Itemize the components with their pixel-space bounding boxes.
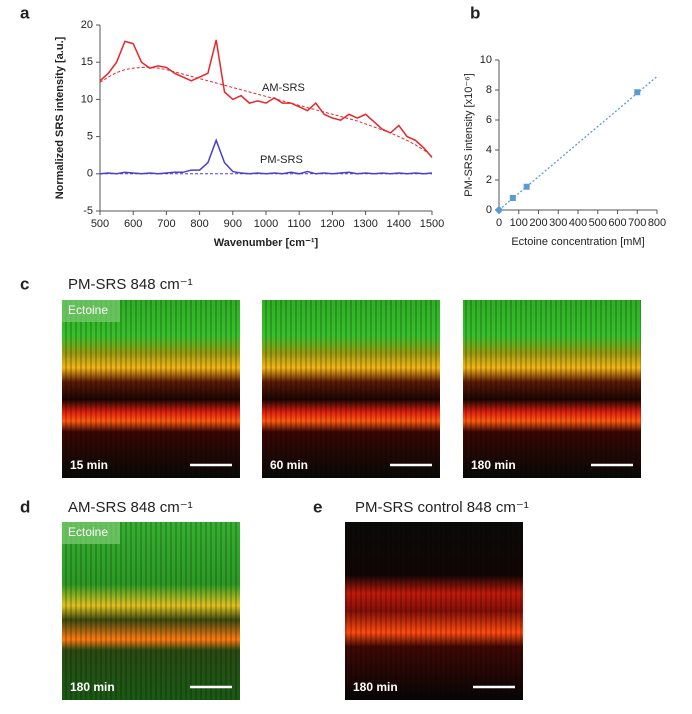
series-label: PM-SRS xyxy=(260,154,303,166)
y-tick-label: 0 xyxy=(486,204,492,216)
time-label: 180 min xyxy=(353,680,398,694)
y-tick-label: 20 xyxy=(81,19,93,31)
panel-title: AM-SRS 848 cm⁻¹ xyxy=(68,499,193,516)
x-tick-label: 1400 xyxy=(387,218,411,230)
y-tick-label: 5 xyxy=(87,131,93,143)
image-label: Ectoine xyxy=(68,525,108,539)
micrograph-texture xyxy=(262,300,440,478)
micrograph-texture xyxy=(463,300,641,478)
label-box xyxy=(62,300,120,322)
x-axis-title: Ectoine concentration [mM] xyxy=(511,236,644,248)
time-label: 15 min xyxy=(70,458,108,472)
image-panels: c PM-SRS 848 cm⁻¹ Ectoine 15 min 60 min 180 m… xyxy=(20,274,641,700)
y-tick-label: 15 xyxy=(81,56,93,68)
time-label: 180 min xyxy=(471,458,516,472)
x-tick-label: 800 xyxy=(190,218,208,230)
x-tick-label: 500 xyxy=(91,218,109,230)
panel-label: d xyxy=(20,497,30,516)
micrograph-texture xyxy=(62,522,240,700)
micrograph-texture xyxy=(345,522,523,700)
series-label: AM-SRS xyxy=(262,82,305,94)
line xyxy=(99,39,433,158)
x-tick-label: 200 xyxy=(529,217,547,229)
y-tick-label: 0 xyxy=(87,168,93,180)
x-tick-label: 900 xyxy=(224,218,242,230)
point xyxy=(509,195,516,201)
x-tick-label: 100 xyxy=(510,217,528,229)
label-box xyxy=(62,522,120,544)
line xyxy=(99,66,433,157)
y-tick-label: -5 xyxy=(83,205,93,217)
panel-label: c xyxy=(20,274,29,293)
x-tick-label: 1500 xyxy=(420,218,444,230)
time-label: 180 min xyxy=(70,680,115,694)
y-axis-title: Normalized SRS intensity [a.u.] xyxy=(54,36,66,199)
x-axis-title: Wavenumber [cm⁻¹] xyxy=(214,237,319,249)
panel-label: b xyxy=(470,3,480,22)
panel-label: a xyxy=(20,3,30,22)
x-tick-label: 1300 xyxy=(353,218,377,230)
x-tick-label: 1100 xyxy=(287,218,311,230)
x-tick-label: 700 xyxy=(628,217,646,229)
panel-title: PM-SRS control 848 cm⁻¹ xyxy=(355,499,529,516)
x-tick-label: 600 xyxy=(124,218,142,230)
point xyxy=(523,183,530,190)
x-tick-label: 1200 xyxy=(320,218,344,230)
trend-line xyxy=(498,76,658,211)
y-tick-label: 10 xyxy=(81,93,93,105)
y-tick-label: 6 xyxy=(486,114,492,126)
image-label: Ectoine xyxy=(68,303,108,317)
point xyxy=(494,205,504,215)
time-label: 60 min xyxy=(270,458,308,472)
x-tick-label: 300 xyxy=(549,217,567,229)
panel-title: PM-SRS 848 cm⁻¹ xyxy=(68,276,193,293)
x-tick-label: 0 xyxy=(496,217,502,229)
x-tick-label: 800 xyxy=(648,217,666,229)
point xyxy=(634,89,641,96)
x-tick-label: 1000 xyxy=(254,218,278,230)
x-tick-label: 600 xyxy=(608,217,626,229)
panel-label: e xyxy=(313,497,322,516)
y-tick-label: 4 xyxy=(486,144,492,156)
micrograph-texture xyxy=(62,300,240,478)
x-tick-label: 700 xyxy=(157,218,175,230)
x-tick-label: 500 xyxy=(589,217,607,229)
y-axis-title: PM-SRS intensity [x10⁻⁶] xyxy=(463,73,475,196)
y-tick-label: 8 xyxy=(486,84,492,96)
y-tick-label: 10 xyxy=(480,54,492,66)
x-tick-label: 400 xyxy=(569,217,587,229)
y-tick-label: 2 xyxy=(486,174,492,186)
